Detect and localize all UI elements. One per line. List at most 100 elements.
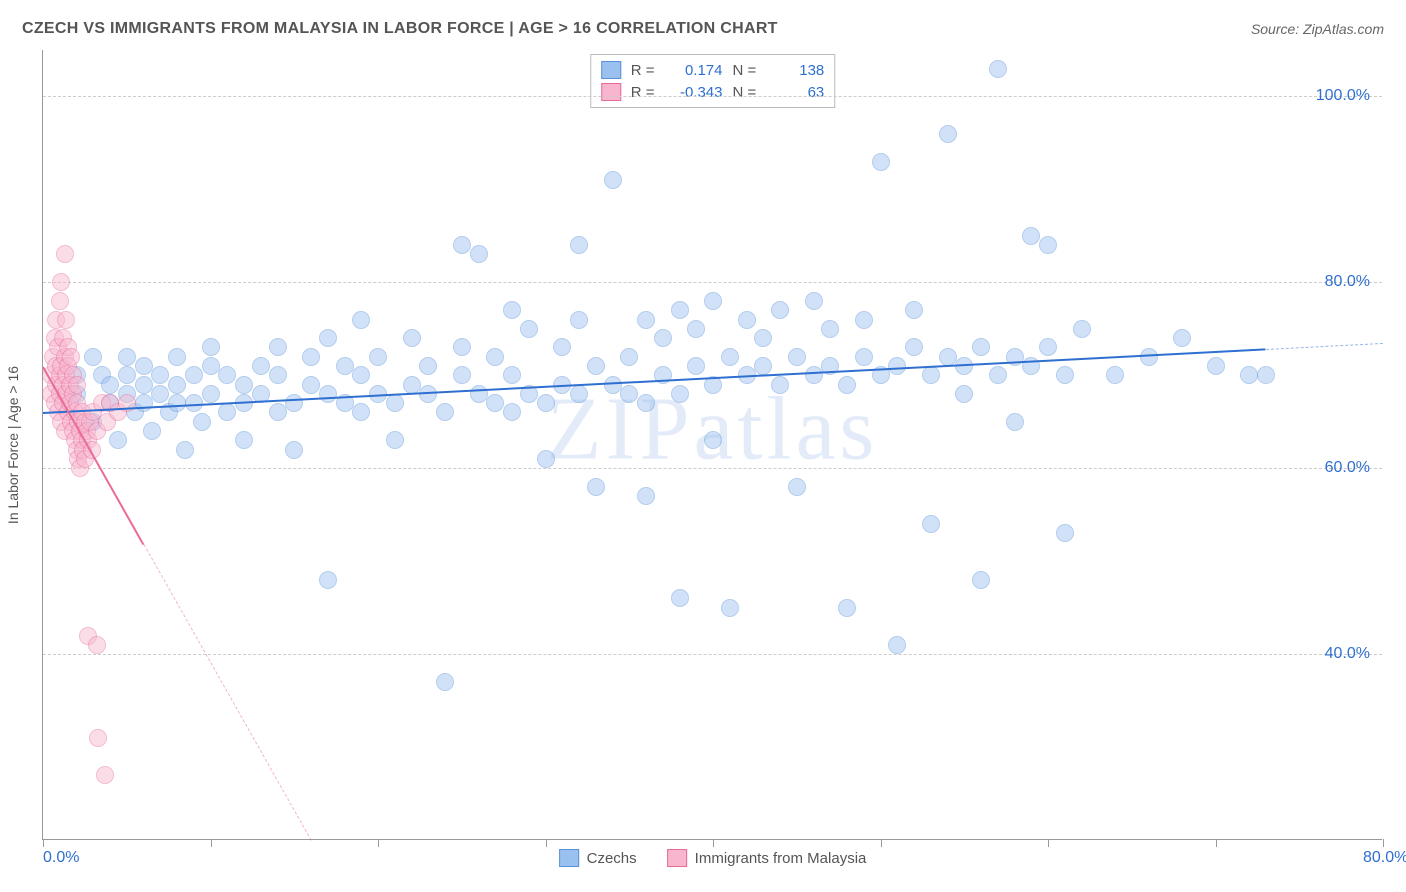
x-tick-label: 0.0% (43, 849, 79, 867)
r-value: 0.174 (665, 62, 723, 79)
data-point (143, 422, 161, 440)
data-point (135, 394, 153, 412)
data-point (419, 357, 437, 375)
data-point (285, 394, 303, 412)
data-point (671, 589, 689, 607)
x-tick (713, 839, 714, 847)
data-point (687, 357, 705, 375)
n-value: 138 (766, 62, 824, 79)
data-point (587, 357, 605, 375)
data-point (821, 320, 839, 338)
data-point (89, 729, 107, 747)
data-point (151, 366, 169, 384)
data-point (176, 441, 194, 459)
data-point (336, 357, 354, 375)
data-point (202, 338, 220, 356)
data-point (687, 320, 705, 338)
data-point (57, 311, 75, 329)
data-point (738, 311, 756, 329)
data-point (637, 487, 655, 505)
source-label: Source: ZipAtlas.com (1251, 21, 1384, 37)
data-point (955, 385, 973, 403)
data-point (302, 348, 320, 366)
data-point (604, 171, 622, 189)
data-point (570, 311, 588, 329)
data-point (1039, 338, 1057, 356)
legend-swatch (667, 849, 687, 867)
data-point (788, 348, 806, 366)
data-point (68, 376, 86, 394)
data-point (403, 376, 421, 394)
data-point (771, 301, 789, 319)
y-tick-label: 100.0% (1316, 87, 1370, 105)
data-point (771, 376, 789, 394)
data-point (135, 376, 153, 394)
data-point (386, 431, 404, 449)
x-tick (43, 839, 44, 847)
legend-row: R =-0.343N =63 (601, 81, 825, 103)
data-point (193, 413, 211, 431)
r-label: R = (631, 62, 655, 79)
data-point (637, 311, 655, 329)
legend-swatch (601, 61, 621, 79)
data-point (486, 394, 504, 412)
data-point (620, 385, 638, 403)
data-point (436, 403, 454, 421)
data-point (168, 348, 186, 366)
data-point (319, 571, 337, 589)
n-label: N = (733, 62, 757, 79)
data-point (905, 301, 923, 319)
data-point (855, 311, 873, 329)
legend-item: Czechs (559, 849, 637, 867)
data-point (922, 515, 940, 533)
data-point (620, 348, 638, 366)
legend-swatch (601, 83, 621, 101)
x-tick (1216, 839, 1217, 847)
data-point (369, 348, 387, 366)
data-point (88, 636, 106, 654)
data-point (503, 366, 521, 384)
y-tick-label: 60.0% (1325, 459, 1370, 477)
data-point (704, 431, 722, 449)
correlation-legend: R = 0.174 N = 138 R =-0.343N =63 (590, 54, 836, 108)
data-point (269, 366, 287, 384)
data-point (319, 385, 337, 403)
data-point (922, 366, 940, 384)
data-point (671, 301, 689, 319)
data-point (570, 385, 588, 403)
r-label: R = (631, 84, 655, 101)
gridline (43, 654, 1382, 655)
gridline (43, 282, 1382, 283)
data-point (436, 673, 454, 691)
scatter-plot: In Labor Force | Age > 16 ZIPatlas R =0.… (42, 50, 1382, 840)
n-value: 63 (766, 84, 824, 101)
data-point (62, 348, 80, 366)
data-point (252, 357, 270, 375)
x-tick (378, 839, 379, 847)
data-point (503, 301, 521, 319)
data-point (52, 273, 70, 291)
data-point (939, 348, 957, 366)
data-point (168, 394, 186, 412)
data-point (118, 366, 136, 384)
data-point (101, 376, 119, 394)
data-point (754, 357, 772, 375)
data-point (486, 348, 504, 366)
data-point (386, 394, 404, 412)
data-point (1257, 366, 1275, 384)
x-tick (1048, 839, 1049, 847)
data-point (671, 385, 689, 403)
data-point (888, 636, 906, 654)
data-point (537, 450, 555, 468)
data-point (202, 385, 220, 403)
data-point (470, 245, 488, 263)
y-tick-label: 40.0% (1325, 645, 1370, 663)
data-point (151, 385, 169, 403)
data-point (972, 571, 990, 589)
data-point (269, 338, 287, 356)
data-point (855, 348, 873, 366)
data-point (989, 60, 1007, 78)
data-point (520, 320, 538, 338)
data-point (989, 366, 1007, 384)
data-point (721, 599, 739, 617)
